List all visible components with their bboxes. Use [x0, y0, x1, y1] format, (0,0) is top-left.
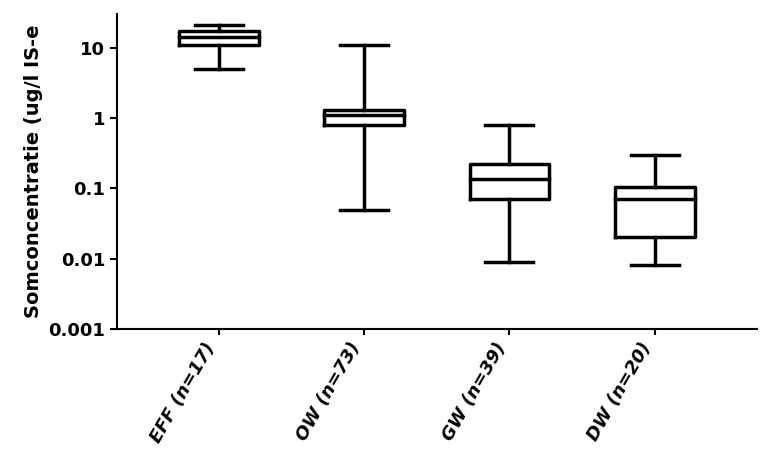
- Polygon shape: [470, 164, 549, 199]
- Polygon shape: [324, 110, 404, 125]
- Polygon shape: [179, 31, 259, 45]
- Y-axis label: Somconcentratie (ug/l IS-e: Somconcentratie (ug/l IS-e: [23, 25, 43, 318]
- Polygon shape: [615, 187, 695, 237]
